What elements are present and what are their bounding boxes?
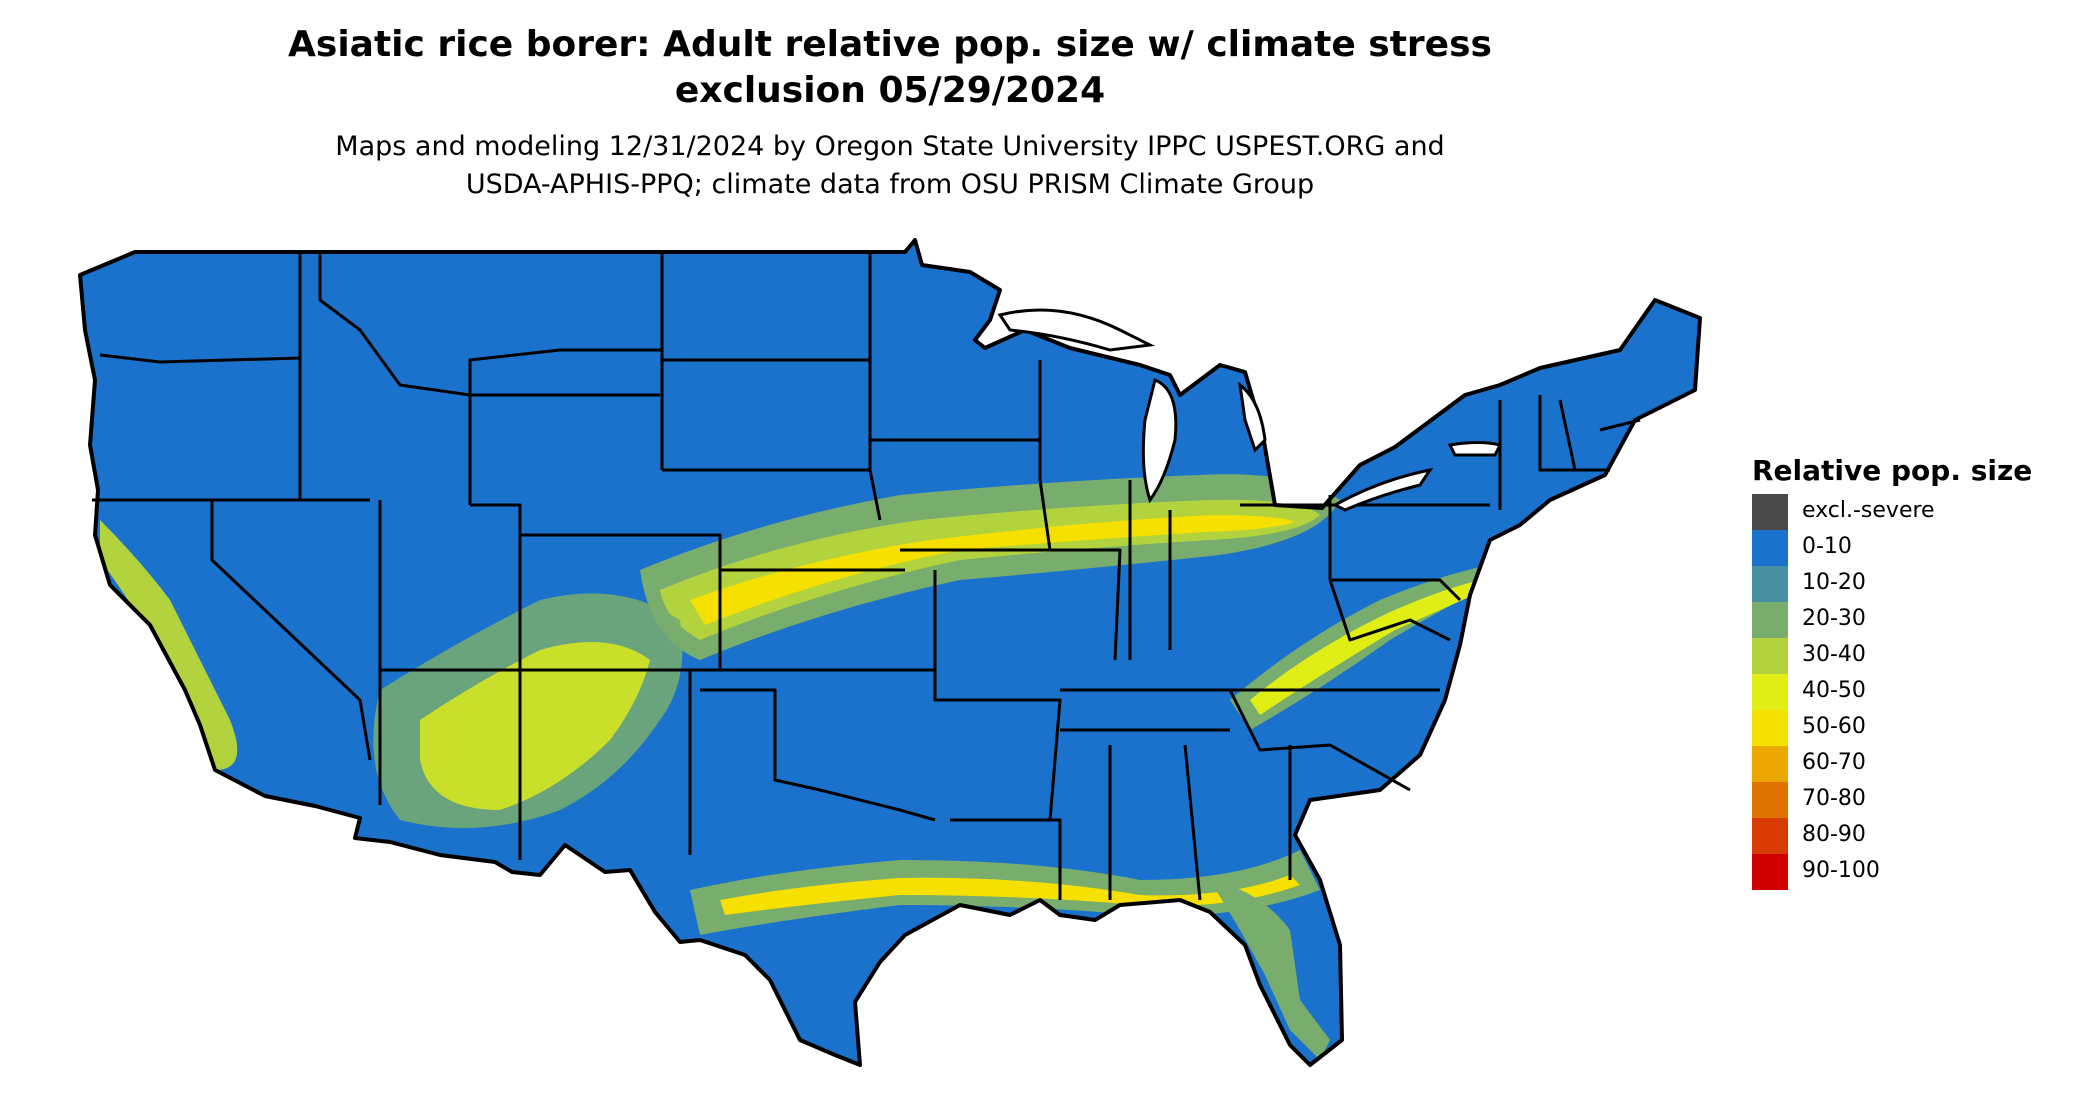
legend-swatch	[1752, 746, 1788, 782]
legend-title: Relative pop. size	[1752, 454, 2033, 487]
legend-label: 50-60	[1802, 714, 1866, 739]
legend-label: 70-80	[1802, 786, 1866, 811]
legend-swatch	[1752, 854, 1788, 890]
legend-swatch	[1752, 494, 1788, 530]
legend-swatch	[1752, 782, 1788, 818]
legend-swatch	[1752, 602, 1788, 638]
state-borders	[78, 238, 1702, 1067]
legend-item: 80-90	[1752, 818, 2082, 854]
legend-swatch	[1752, 638, 1788, 674]
map-subtitle-line2: USDA-APHIS-PPQ; climate data from OSU PR…	[465, 169, 1315, 200]
legend-label: 80-90	[1802, 822, 1866, 847]
legend-swatch	[1752, 674, 1788, 710]
legend-label: 10-20	[1802, 570, 1866, 595]
legend-item: 40-50	[1752, 674, 2082, 710]
legend-label: excl.-severe	[1802, 498, 1935, 523]
legend-item: 50-60	[1752, 710, 2082, 746]
legend-item: 60-70	[1752, 746, 2082, 782]
legend-item: 10-20	[1752, 566, 2082, 602]
legend-label: 60-70	[1802, 750, 1866, 775]
legend-swatch	[1752, 530, 1788, 566]
legend-swatch	[1752, 710, 1788, 746]
legend-item: 20-30	[1752, 602, 2082, 638]
legend-swatch	[1752, 566, 1788, 602]
legend-label: 0-10	[1802, 534, 1852, 559]
map-subtitle-line1: Maps and modeling 12/31/2024 by Oregon S…	[335, 131, 1445, 162]
legend-item: 30-40	[1752, 638, 2082, 674]
legend-item: excl.-severe	[1752, 494, 2082, 530]
legend-item: 70-80	[1752, 782, 2082, 818]
legend-label: 30-40	[1802, 642, 1866, 667]
legend-item: 0-10	[1752, 530, 2082, 566]
suitability-bands	[100, 474, 1500, 1060]
map-title-line1: Asiatic rice borer: Adult relative pop. …	[288, 24, 1492, 65]
legend-label: 40-50	[1802, 678, 1866, 703]
map-title-line2: exclusion 05/29/2024	[674, 70, 1106, 111]
legend-label: 20-30	[1802, 606, 1866, 631]
great-lakes	[997, 308, 1503, 512]
legend-label: 90-100	[1802, 858, 1880, 883]
legend-swatch	[1752, 818, 1788, 854]
legend-item: 90-100	[1752, 854, 2082, 890]
